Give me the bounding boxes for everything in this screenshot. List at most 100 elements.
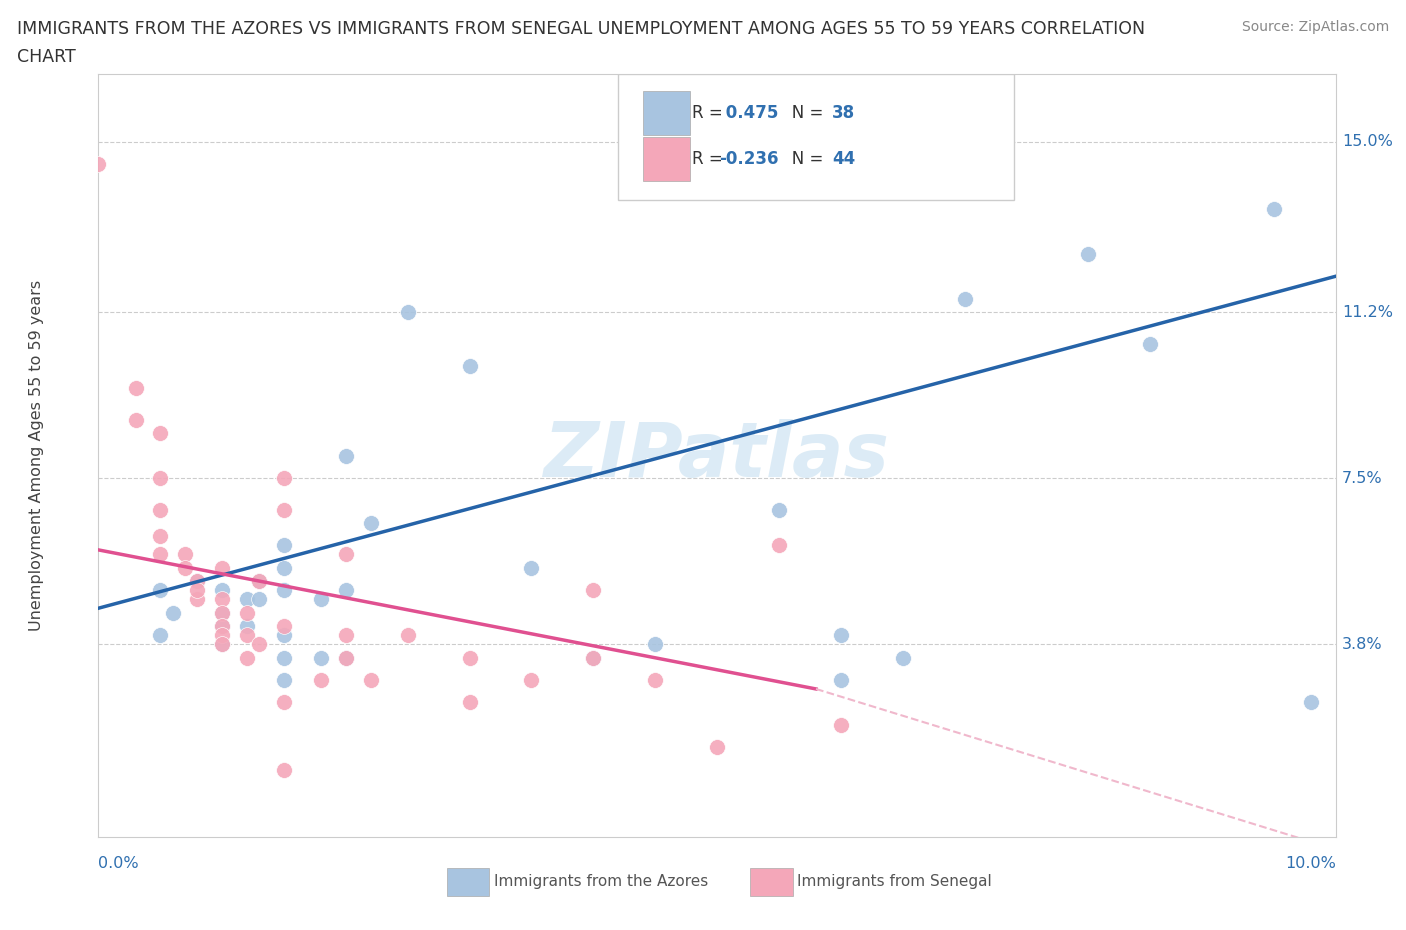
Point	[211, 561, 233, 576]
Point	[211, 591, 233, 606]
Point	[273, 538, 295, 552]
Point	[211, 618, 233, 633]
Text: 11.2%: 11.2%	[1341, 305, 1393, 320]
Point	[830, 717, 852, 732]
Point	[458, 359, 481, 374]
Point	[186, 574, 208, 589]
Text: 0.475: 0.475	[720, 104, 778, 122]
Text: IMMIGRANTS FROM THE AZORES VS IMMIGRANTS FROM SENEGAL UNEMPLOYMENT AMONG AGES 55: IMMIGRANTS FROM THE AZORES VS IMMIGRANTS…	[17, 20, 1144, 38]
Point	[273, 628, 295, 643]
Point	[458, 650, 481, 665]
Point	[247, 574, 270, 589]
Point	[273, 672, 295, 687]
Point	[335, 650, 357, 665]
Point	[149, 583, 172, 598]
Point	[211, 628, 233, 643]
Point	[162, 605, 184, 620]
Text: CHART: CHART	[17, 48, 76, 66]
Point	[87, 156, 110, 171]
Point	[335, 547, 357, 562]
Point	[335, 583, 357, 598]
Point	[236, 605, 259, 620]
Text: R =: R =	[692, 104, 728, 122]
Point	[520, 561, 543, 576]
Point	[1139, 336, 1161, 351]
FancyBboxPatch shape	[619, 74, 1014, 200]
Point	[309, 591, 332, 606]
Point	[830, 628, 852, 643]
Point	[582, 650, 605, 665]
Point	[236, 618, 259, 633]
Point	[149, 547, 172, 562]
Point	[335, 650, 357, 665]
Text: Immigrants from Senegal: Immigrants from Senegal	[797, 874, 993, 889]
Point	[211, 637, 233, 652]
Point	[1299, 695, 1322, 710]
Point	[335, 628, 357, 643]
Point	[186, 583, 208, 598]
Point	[335, 448, 357, 463]
Point	[211, 605, 233, 620]
Text: 44: 44	[832, 150, 855, 168]
Point	[124, 412, 146, 427]
Text: R =: R =	[692, 150, 728, 168]
Point	[186, 591, 208, 606]
Text: N =: N =	[776, 150, 830, 168]
Point	[211, 583, 233, 598]
FancyBboxPatch shape	[447, 868, 489, 897]
Point	[768, 538, 790, 552]
Text: N =: N =	[776, 104, 830, 122]
Point	[273, 471, 295, 485]
Point	[149, 502, 172, 517]
Point	[211, 618, 233, 633]
Text: -0.236: -0.236	[720, 150, 779, 168]
Point	[706, 740, 728, 755]
Point	[273, 695, 295, 710]
Point	[1263, 202, 1285, 217]
Point	[211, 605, 233, 620]
Point	[582, 583, 605, 598]
Text: 0.0%: 0.0%	[98, 856, 139, 871]
Point	[644, 672, 666, 687]
Point	[273, 650, 295, 665]
Point	[174, 547, 197, 562]
Point	[273, 618, 295, 633]
Point	[186, 574, 208, 589]
Point	[582, 650, 605, 665]
Point	[360, 515, 382, 530]
Point	[360, 672, 382, 687]
Point	[149, 426, 172, 441]
Text: Source: ZipAtlas.com: Source: ZipAtlas.com	[1241, 20, 1389, 34]
Point	[247, 574, 270, 589]
Point	[396, 305, 419, 320]
Point	[236, 591, 259, 606]
Point	[273, 561, 295, 576]
Point	[891, 650, 914, 665]
Text: Immigrants from the Azores: Immigrants from the Azores	[495, 874, 709, 889]
Point	[309, 650, 332, 665]
Point	[236, 628, 259, 643]
Point	[768, 502, 790, 517]
Point	[247, 637, 270, 652]
Point	[124, 381, 146, 396]
Point	[830, 672, 852, 687]
FancyBboxPatch shape	[751, 868, 793, 897]
Point	[211, 637, 233, 652]
Point	[458, 695, 481, 710]
FancyBboxPatch shape	[643, 91, 690, 136]
Point	[309, 672, 332, 687]
Text: 10.0%: 10.0%	[1285, 856, 1336, 871]
Text: 38: 38	[832, 104, 855, 122]
Text: 15.0%: 15.0%	[1341, 134, 1393, 149]
Point	[174, 561, 197, 576]
FancyBboxPatch shape	[643, 137, 690, 181]
Point	[149, 471, 172, 485]
Point	[396, 628, 419, 643]
Point	[273, 583, 295, 598]
Point	[1077, 246, 1099, 261]
Point	[273, 763, 295, 777]
Point	[236, 650, 259, 665]
Point	[520, 672, 543, 687]
Text: 7.5%: 7.5%	[1341, 471, 1382, 485]
Point	[149, 529, 172, 544]
